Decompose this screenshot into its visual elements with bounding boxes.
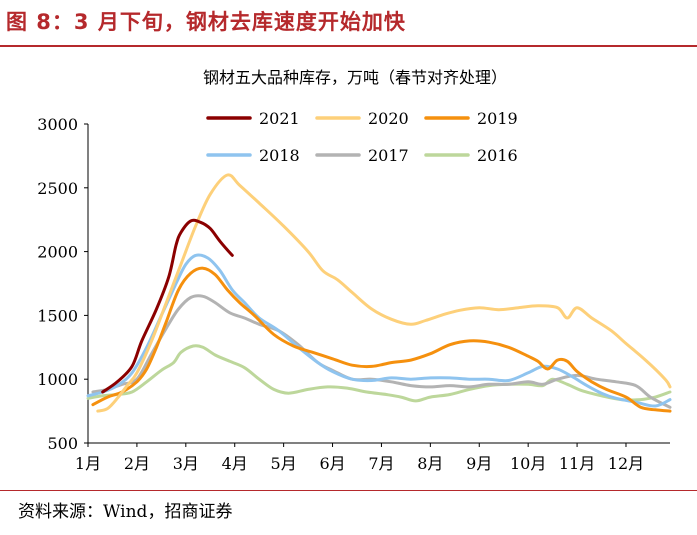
legend-label-2018: 2018	[259, 146, 300, 165]
series-line-2021	[101, 218, 234, 394]
x-tick-label: 6月	[319, 454, 345, 473]
y-tick-label: 2500	[37, 179, 78, 198]
x-tick-label: 1月	[75, 454, 101, 473]
legend-label-2017: 2017	[368, 146, 409, 165]
series-line-2020	[96, 173, 672, 413]
title-rule	[0, 45, 697, 47]
x-tick-label: 11月	[559, 454, 595, 473]
x-tick-label: 12月	[608, 454, 644, 473]
y-tick-label: 1500	[37, 306, 78, 325]
y-tick-label: 1000	[37, 370, 78, 389]
x-tick-label: 9月	[466, 454, 492, 473]
x-tick-label: 5月	[271, 454, 297, 473]
chart-legend: 2021 2020 2019 2018 2017 2016	[206, 109, 518, 165]
legend-label-2019: 2019	[477, 109, 518, 128]
x-tick-label: 7月	[368, 454, 394, 473]
series-line-2016	[86, 344, 672, 403]
source-note: 资料来源：Wind，招商证券	[18, 502, 233, 522]
x-tick-label: 2月	[124, 454, 150, 473]
figure-title: 图 8：3 月下旬，钢材去库速度开始加快	[6, 10, 406, 34]
series-line-2018	[86, 253, 672, 408]
series-line-2019	[91, 266, 672, 413]
x-tick-label: 4月	[222, 454, 248, 473]
y-tick-label: 2000	[37, 243, 78, 262]
x-tick-label: 10月	[510, 454, 546, 473]
legend-label-2021: 2021	[259, 109, 300, 128]
chart-axes: 500 1000 1500 2000 2500 3000 1月 2月 3月 4月 5月 6月 7月 8月 9…	[37, 115, 670, 473]
x-tick-label: 8月	[417, 454, 443, 473]
chart-title: 钢材五大品种库存，万吨（春节对齐处理）	[203, 68, 507, 87]
source-rule	[0, 490, 697, 491]
chart-series	[86, 173, 672, 413]
legend-label-2016: 2016	[477, 146, 518, 165]
y-tick-label: 3000	[37, 115, 78, 134]
y-tick-label: 500	[47, 434, 78, 453]
x-tick-label: 3月	[173, 454, 199, 473]
legend-label-2020: 2020	[368, 109, 409, 128]
